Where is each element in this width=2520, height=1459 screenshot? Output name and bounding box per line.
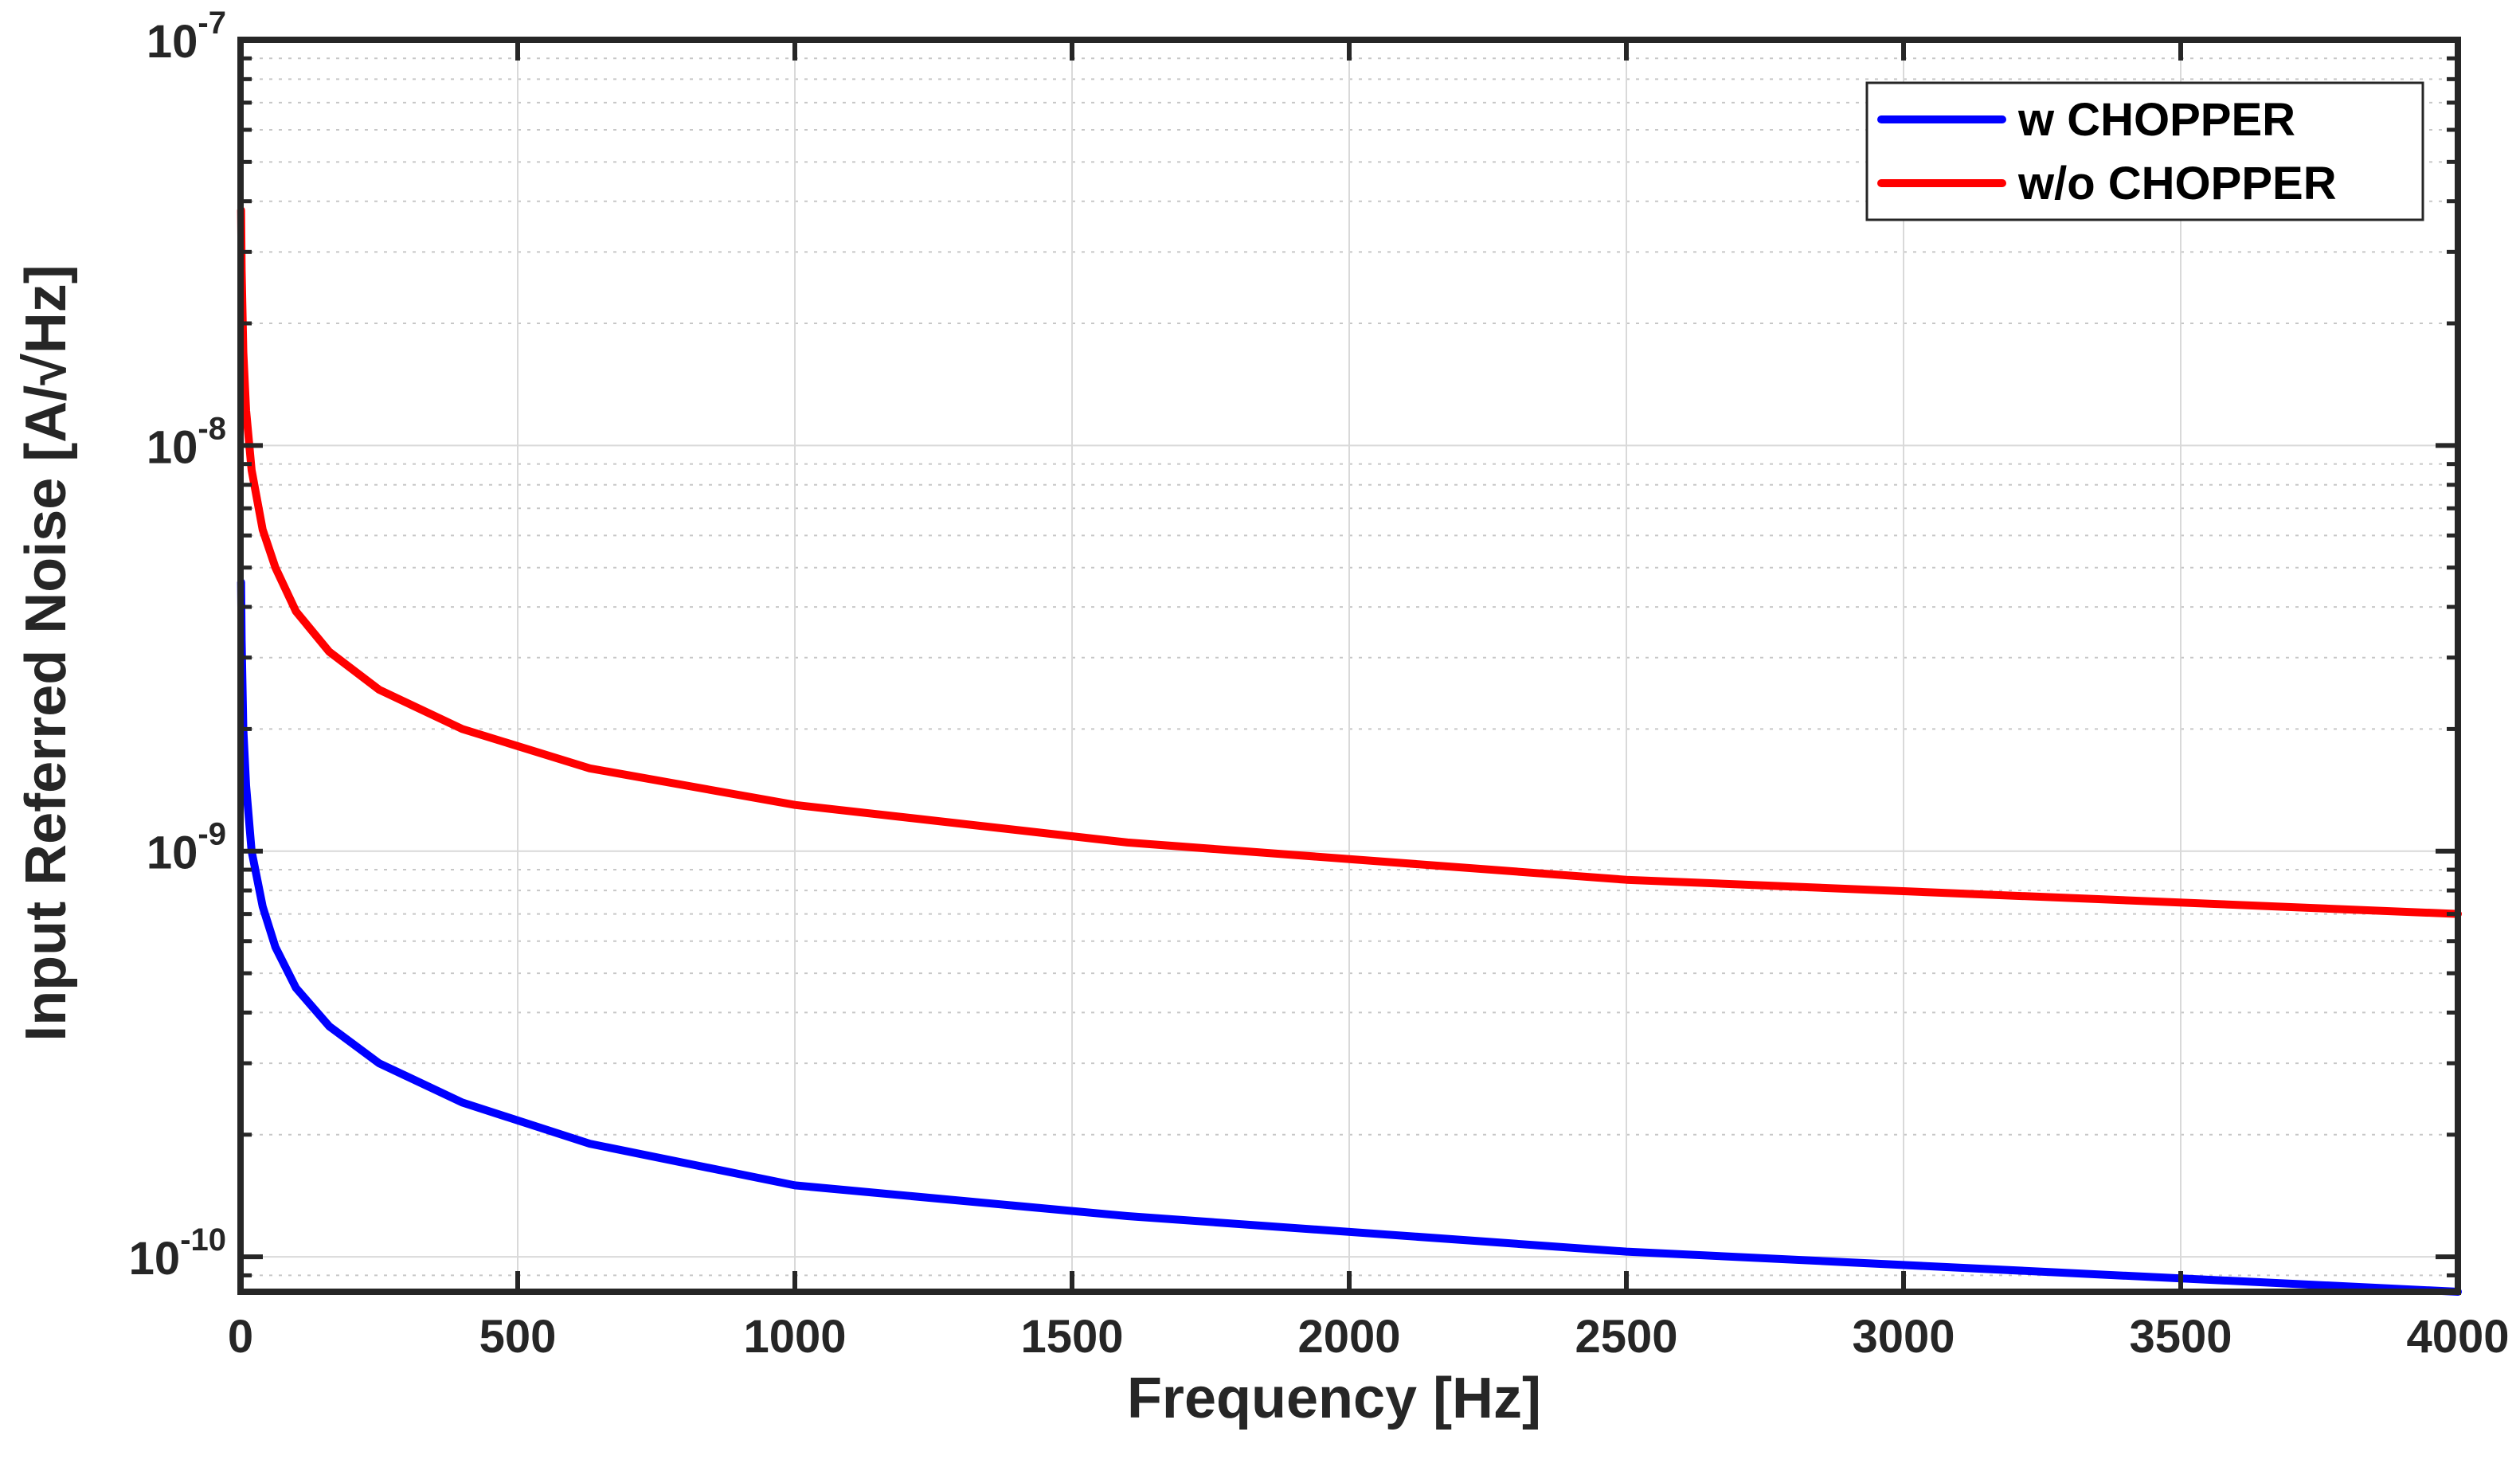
- x-axis-title: Frequency [Hz]: [1127, 1367, 1541, 1430]
- legend-label-w-chopper: w CHOPPER: [2017, 94, 2295, 146]
- x-tick-label: 2000: [1297, 1311, 1400, 1363]
- legend-label-wo-chopper: w/o CHOPPER: [2017, 158, 2337, 209]
- tick-labels: 0 500 1000 1500 2000 2500 3000 3500 4000 10-7 10-8…: [129, 6, 2510, 1363]
- x-tick-label: 4000: [2406, 1311, 2509, 1363]
- y-tick-label: 10-8: [147, 411, 226, 473]
- legend-box: [1865, 81, 2424, 221]
- legend: w CHOPPER w/o CHOPPER: [1865, 81, 2424, 221]
- axes: [237, 37, 2461, 1295]
- x-tick-label: 1000: [743, 1311, 846, 1363]
- y-tick-label: 10-10: [129, 1222, 226, 1285]
- x-tick-label: 3000: [1852, 1311, 1955, 1363]
- x-tick-label: 2500: [1575, 1311, 1677, 1363]
- x-tick-label: 3500: [2129, 1311, 2232, 1363]
- series-line-wo-chopper: [237, 206, 2462, 918]
- y-axis-title: Input Referred Noise [A/√Hz]: [14, 264, 78, 1042]
- series-line-w-chopper: [237, 578, 2462, 1296]
- x-tick-label: 0: [228, 1311, 253, 1363]
- y-tick-label: 10-7: [147, 6, 226, 68]
- series-lines: [237, 206, 2462, 1296]
- x-tick-label: 1500: [1020, 1311, 1123, 1363]
- x-tick-label: 500: [479, 1311, 557, 1363]
- y-tick-label: 10-9: [147, 817, 226, 879]
